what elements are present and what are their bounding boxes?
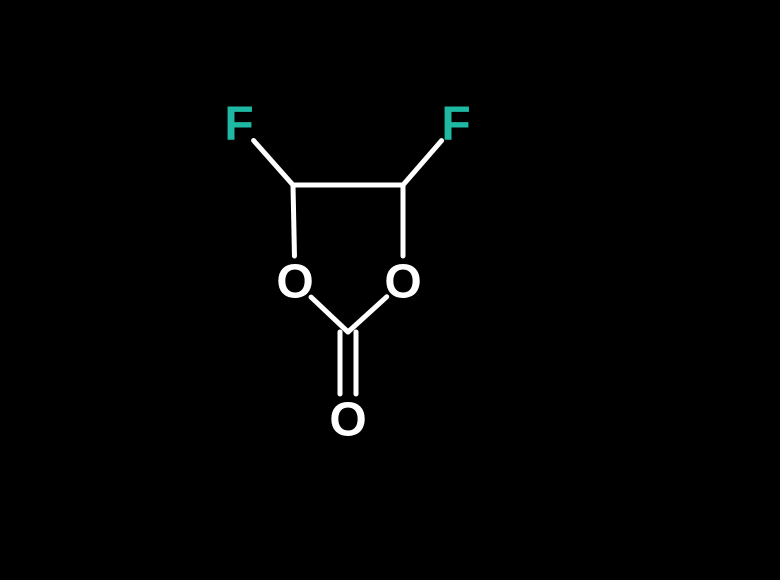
atom-label-o3: O [329, 393, 366, 448]
bond-line [348, 297, 387, 332]
bond-line [403, 141, 442, 185]
atom-label-f2: F [441, 97, 470, 152]
bond-line [254, 140, 293, 185]
bond-line [311, 297, 348, 332]
atom-label-o2: O [384, 255, 421, 310]
atom-label-o1: O [276, 255, 313, 310]
atom-label-f1: F [224, 97, 253, 152]
bond-line [293, 185, 294, 256]
